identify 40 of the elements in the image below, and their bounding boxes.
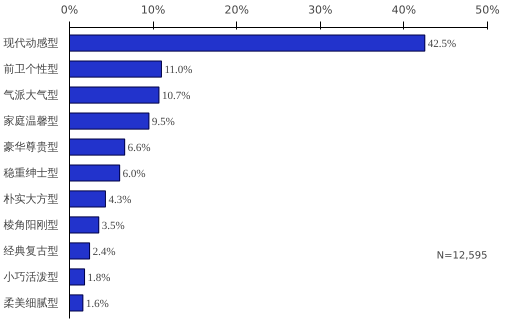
x-tick-label: 20% xyxy=(224,4,249,16)
data-label: 6.0% xyxy=(122,168,146,180)
y-tick-label: 小巧活泼型 xyxy=(4,270,58,284)
y-tick-label: 柔美细腻型 xyxy=(4,296,58,310)
bar xyxy=(70,190,106,208)
bar xyxy=(70,138,126,156)
bar xyxy=(70,34,426,52)
data-label: 10.7% xyxy=(162,90,190,102)
y-tick-label: 经典复古型 xyxy=(4,244,58,258)
x-tick-label: 10% xyxy=(140,4,166,16)
data-label: 9.5% xyxy=(152,116,175,128)
data-label: 42.5% xyxy=(428,38,456,50)
y-tick-label: 朴实大方型 xyxy=(2,192,58,206)
data-label: 2.4% xyxy=(92,246,116,258)
bar xyxy=(70,112,150,130)
bar xyxy=(70,60,162,78)
y-tick-label: 前卫个性型 xyxy=(4,62,58,76)
bar xyxy=(70,268,86,286)
bar xyxy=(70,216,100,234)
x-tick-label: 0% xyxy=(60,4,78,16)
x-tick-label: 50% xyxy=(475,4,500,16)
bar xyxy=(70,86,160,104)
y-tick-label: 棱角阳刚型 xyxy=(4,218,58,232)
data-label: 6.6% xyxy=(128,142,151,154)
x-tick-label: 40% xyxy=(392,4,416,16)
y-tick-label: 豪华尊贵型 xyxy=(4,140,58,154)
data-label: 3.5% xyxy=(102,220,125,232)
data-label: 4.3% xyxy=(108,194,132,206)
bar xyxy=(70,294,84,312)
y-tick-label: 稳重绅士型 xyxy=(4,166,58,180)
data-label: 1.8% xyxy=(88,272,110,284)
y-tick-label: 气派大气型 xyxy=(4,88,58,102)
data-label: 11.0% xyxy=(164,64,192,76)
data-label: 1.6% xyxy=(86,298,109,310)
y-tick-label: 现代动感型 xyxy=(4,36,58,50)
annotation: N=12,595 xyxy=(436,250,488,262)
bar xyxy=(70,164,120,182)
x-tick-label: 30% xyxy=(308,4,333,16)
bar xyxy=(70,242,90,260)
y-tick-label: 家庭温馨型 xyxy=(4,114,58,128)
